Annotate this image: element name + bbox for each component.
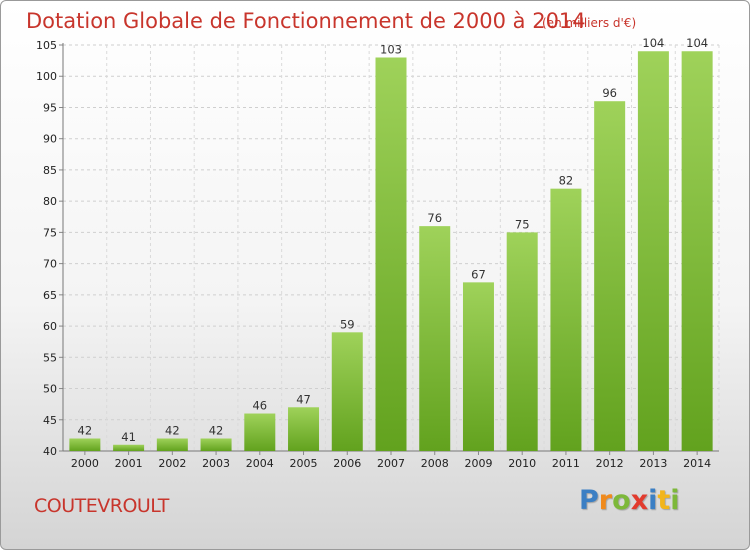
bar <box>69 438 101 451</box>
bar-value-label: 104 <box>686 36 708 50</box>
bar <box>506 232 538 451</box>
commune-name: COUTEVROULT <box>34 495 169 517</box>
x-tick-label: 2007 <box>377 457 405 470</box>
x-tick-label: 2003 <box>202 457 230 470</box>
chart-title: Dotation Globale de Fonctionnement de 20… <box>26 9 586 33</box>
x-tick-label: 2006 <box>333 457 361 470</box>
x-tick-label: 2012 <box>596 457 624 470</box>
labels: 40 45 50 55 60 65 70 75 80 85 90 95 100 105 42 2000 41 20… <box>36 36 711 470</box>
bar-value-label: 104 <box>642 36 664 50</box>
y-tick-label: 95 <box>43 101 57 114</box>
y-tick-label: 50 <box>43 383 57 396</box>
bar <box>462 282 494 451</box>
x-tick-label: 2002 <box>158 457 186 470</box>
logo-letter: r <box>598 485 613 516</box>
bar-value-label: 76 <box>427 211 442 225</box>
y-tick-label: 90 <box>43 133 57 146</box>
logo-letter: x <box>630 485 649 516</box>
logo-letter: i <box>670 485 680 516</box>
logo-letter: i <box>648 485 658 516</box>
x-tick-label: 2008 <box>421 457 449 470</box>
x-tick-label: 2011 <box>552 457 580 470</box>
logo-letter: t <box>657 485 671 516</box>
bar-value-label: 59 <box>340 317 355 331</box>
proxiti-logo: Proxiti <box>579 485 680 516</box>
x-tick-label: 2009 <box>464 457 492 470</box>
bar-value-label: 42 <box>209 424 224 438</box>
x-tick-label: 2005 <box>290 457 318 470</box>
bar <box>419 226 451 451</box>
bar-value-label: 47 <box>296 392 311 406</box>
bar-value-label: 96 <box>602 86 617 100</box>
y-tick-label: 45 <box>43 414 57 427</box>
bar <box>156 438 188 451</box>
logo-letter: o <box>612 485 631 516</box>
y-tick-label: 75 <box>43 226 57 239</box>
x-tick-label: 2000 <box>71 457 99 470</box>
bar-value-label: 42 <box>78 424 93 438</box>
bar <box>681 51 713 451</box>
y-tick-label: 40 <box>43 445 57 458</box>
bar <box>594 101 626 451</box>
x-tick-label: 2014 <box>683 457 711 470</box>
y-tick-label: 65 <box>43 289 57 302</box>
y-tick-label: 80 <box>43 195 57 208</box>
bar <box>113 444 145 451</box>
y-tick-label: 60 <box>43 320 57 333</box>
x-tick-label: 2004 <box>246 457 274 470</box>
logo-letter: P <box>579 485 599 516</box>
bar <box>244 413 276 451</box>
bar <box>331 332 363 451</box>
y-tick-label: 70 <box>43 258 57 271</box>
y-tick-label: 85 <box>43 164 57 177</box>
bar <box>200 438 232 451</box>
bars <box>69 51 713 451</box>
x-tick-label: 2001 <box>115 457 143 470</box>
x-tick-label: 2013 <box>639 457 667 470</box>
bar-value-label: 82 <box>559 174 574 188</box>
bar <box>288 407 320 451</box>
x-tick-label: 2010 <box>508 457 536 470</box>
bar-value-label: 42 <box>165 424 180 438</box>
y-tick-label: 105 <box>36 39 57 52</box>
bar-value-label: 103 <box>380 42 402 56</box>
y-tick-label: 100 <box>36 70 57 83</box>
bar <box>637 51 669 451</box>
bar-value-label: 75 <box>515 217 530 231</box>
bar <box>375 57 407 451</box>
y-tick-label: 55 <box>43 351 57 364</box>
bar <box>550 188 582 451</box>
chart-unit-subtitle: (en milliers d'€) <box>542 16 637 30</box>
bar-value-label: 67 <box>471 267 486 281</box>
bar-value-label: 41 <box>121 430 136 444</box>
bar-value-label: 46 <box>252 399 267 413</box>
